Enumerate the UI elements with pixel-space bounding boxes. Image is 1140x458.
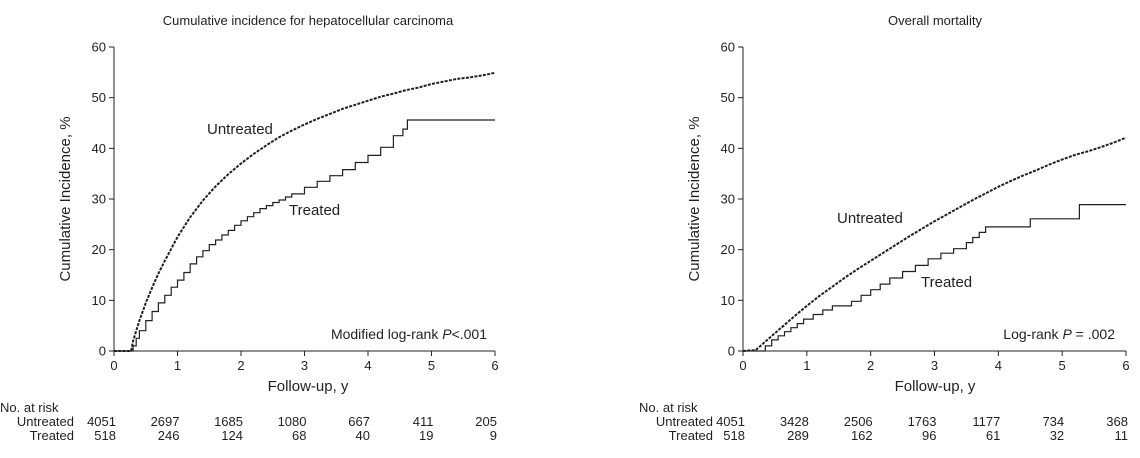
p-value-symbol: P: [1062, 326, 1072, 342]
risk-cell: 9: [490, 428, 497, 443]
panel-mortality: Overall mortality 0 10 20 30 40 50 60 0 1 2 3 4 5 6 C…: [639, 13, 1130, 443]
risk-row-label-treated: Treated: [669, 428, 713, 443]
risk-cell: 1763: [908, 414, 937, 429]
panel-hcc: Cumulative incidence for hepatocellular …: [0, 13, 499, 443]
curve-label-treated: Treated: [921, 274, 972, 291]
y-tick-label: 20: [721, 242, 735, 257]
risk-cell: 1080: [278, 414, 307, 429]
x-tick-label: 2: [867, 358, 874, 373]
risk-cell: 68: [292, 428, 306, 443]
risk-cell: 1177: [972, 414, 1000, 429]
x-tick-label: 5: [428, 358, 435, 373]
x-tick-label: 3: [301, 358, 308, 373]
curve-label-treated: Treated: [289, 202, 340, 219]
x-tick-label: 6: [1122, 358, 1129, 373]
series-line-treated: [114, 119, 495, 352]
p-value-annotation: Log-rank P = .002: [1003, 326, 1115, 342]
risk-cell: 1685: [214, 414, 243, 429]
y-tick-label: 50: [721, 90, 735, 105]
risk-cell: 3428: [780, 414, 809, 429]
y-tick-label: 20: [92, 242, 106, 257]
curve-label-untreated: Untreated: [837, 210, 903, 227]
p-value-number: = .002: [1072, 326, 1115, 342]
risk-row-label-untreated: Untreated: [17, 414, 74, 429]
risk-cell: 32: [1050, 428, 1064, 443]
y-tick-label: 40: [721, 141, 735, 156]
y-tick-label: 10: [92, 293, 106, 308]
x-axis-label: Follow-up, y: [895, 378, 976, 395]
chart-title: Overall mortality: [888, 13, 982, 28]
risk-cell: 40: [356, 428, 370, 443]
risk-cell: 162: [851, 428, 873, 443]
risk-cell: 289: [787, 428, 809, 443]
risk-cell: 667: [348, 414, 370, 429]
chart-title: Cumulative incidence for hepatocellular …: [163, 13, 454, 28]
risk-cell: 2697: [151, 414, 180, 429]
y-tick-label: 30: [92, 192, 106, 207]
risk-table-header: No. at risk: [639, 400, 698, 415]
risk-cell: 61: [986, 428, 1000, 443]
risk-cell: 2506: [844, 414, 873, 429]
x-tick-label: 5: [1059, 358, 1066, 373]
risk-cell: 19: [419, 428, 433, 443]
risk-row-label-treated: Treated: [30, 428, 74, 443]
x-tick-label: 3: [931, 358, 938, 373]
x-tick-label: 1: [174, 358, 181, 373]
p-value-symbol: P: [442, 326, 452, 342]
x-tick-label: 4: [364, 358, 371, 373]
series-line-untreated: [114, 71, 496, 352]
x-axis-label: Follow-up, y: [268, 378, 349, 395]
y-tick-label: 30: [721, 192, 735, 207]
x-tick-label: 0: [739, 358, 746, 373]
y-tick-label: 10: [721, 293, 735, 308]
risk-cell: 246: [158, 428, 180, 443]
y-axis-label: Cumulative Incidence, %: [686, 116, 703, 281]
risk-cell: 96: [922, 428, 936, 443]
risk-cell: 518: [723, 428, 745, 443]
risk-cell: 4051: [87, 414, 116, 429]
risk-cell: 368: [1106, 414, 1128, 429]
risk-table-header: No. at risk: [0, 400, 59, 415]
risk-cell: 518: [94, 428, 116, 443]
series-line-untreated: [742, 136, 1127, 352]
x-tick-label: 0: [110, 358, 117, 373]
y-tick-label: 0: [99, 344, 106, 359]
risk-cell: 4051: [716, 414, 745, 429]
x-tick-label: 4: [995, 358, 1002, 373]
risk-cell: 11: [1115, 428, 1129, 443]
x-tick-label: 2: [237, 358, 244, 373]
risk-cell: 124: [221, 428, 243, 443]
y-tick-label: 60: [721, 40, 735, 55]
risk-row-label-untreated: Untreated: [656, 414, 713, 429]
risk-cell: 205: [475, 414, 497, 429]
series-line-treated: [743, 204, 1126, 352]
p-value-annotation: Modified log-rank P<.001: [331, 326, 487, 342]
y-tick-label: 40: [92, 141, 106, 156]
risk-cell: 411: [413, 414, 434, 429]
x-tick-label: 6: [491, 358, 498, 373]
y-tick-label: 60: [92, 40, 106, 55]
risk-cell: 734: [1042, 414, 1064, 429]
y-tick-label: 0: [728, 344, 735, 359]
p-value-prefix: Log-rank: [1003, 326, 1062, 342]
p-value-prefix: Modified log-rank: [331, 326, 442, 342]
p-value-number: <.001: [452, 326, 488, 342]
curve-label-untreated: Untreated: [207, 121, 273, 138]
y-axis-label: Cumulative Incidence, %: [57, 116, 74, 281]
y-tick-label: 50: [92, 90, 106, 105]
x-tick-label: 1: [803, 358, 810, 373]
risk-table: No. at risk Untreated Treated 4051 2697 16…: [0, 400, 497, 443]
risk-table: No. at risk Untreated Treated 4051 3428 25…: [639, 400, 1128, 443]
